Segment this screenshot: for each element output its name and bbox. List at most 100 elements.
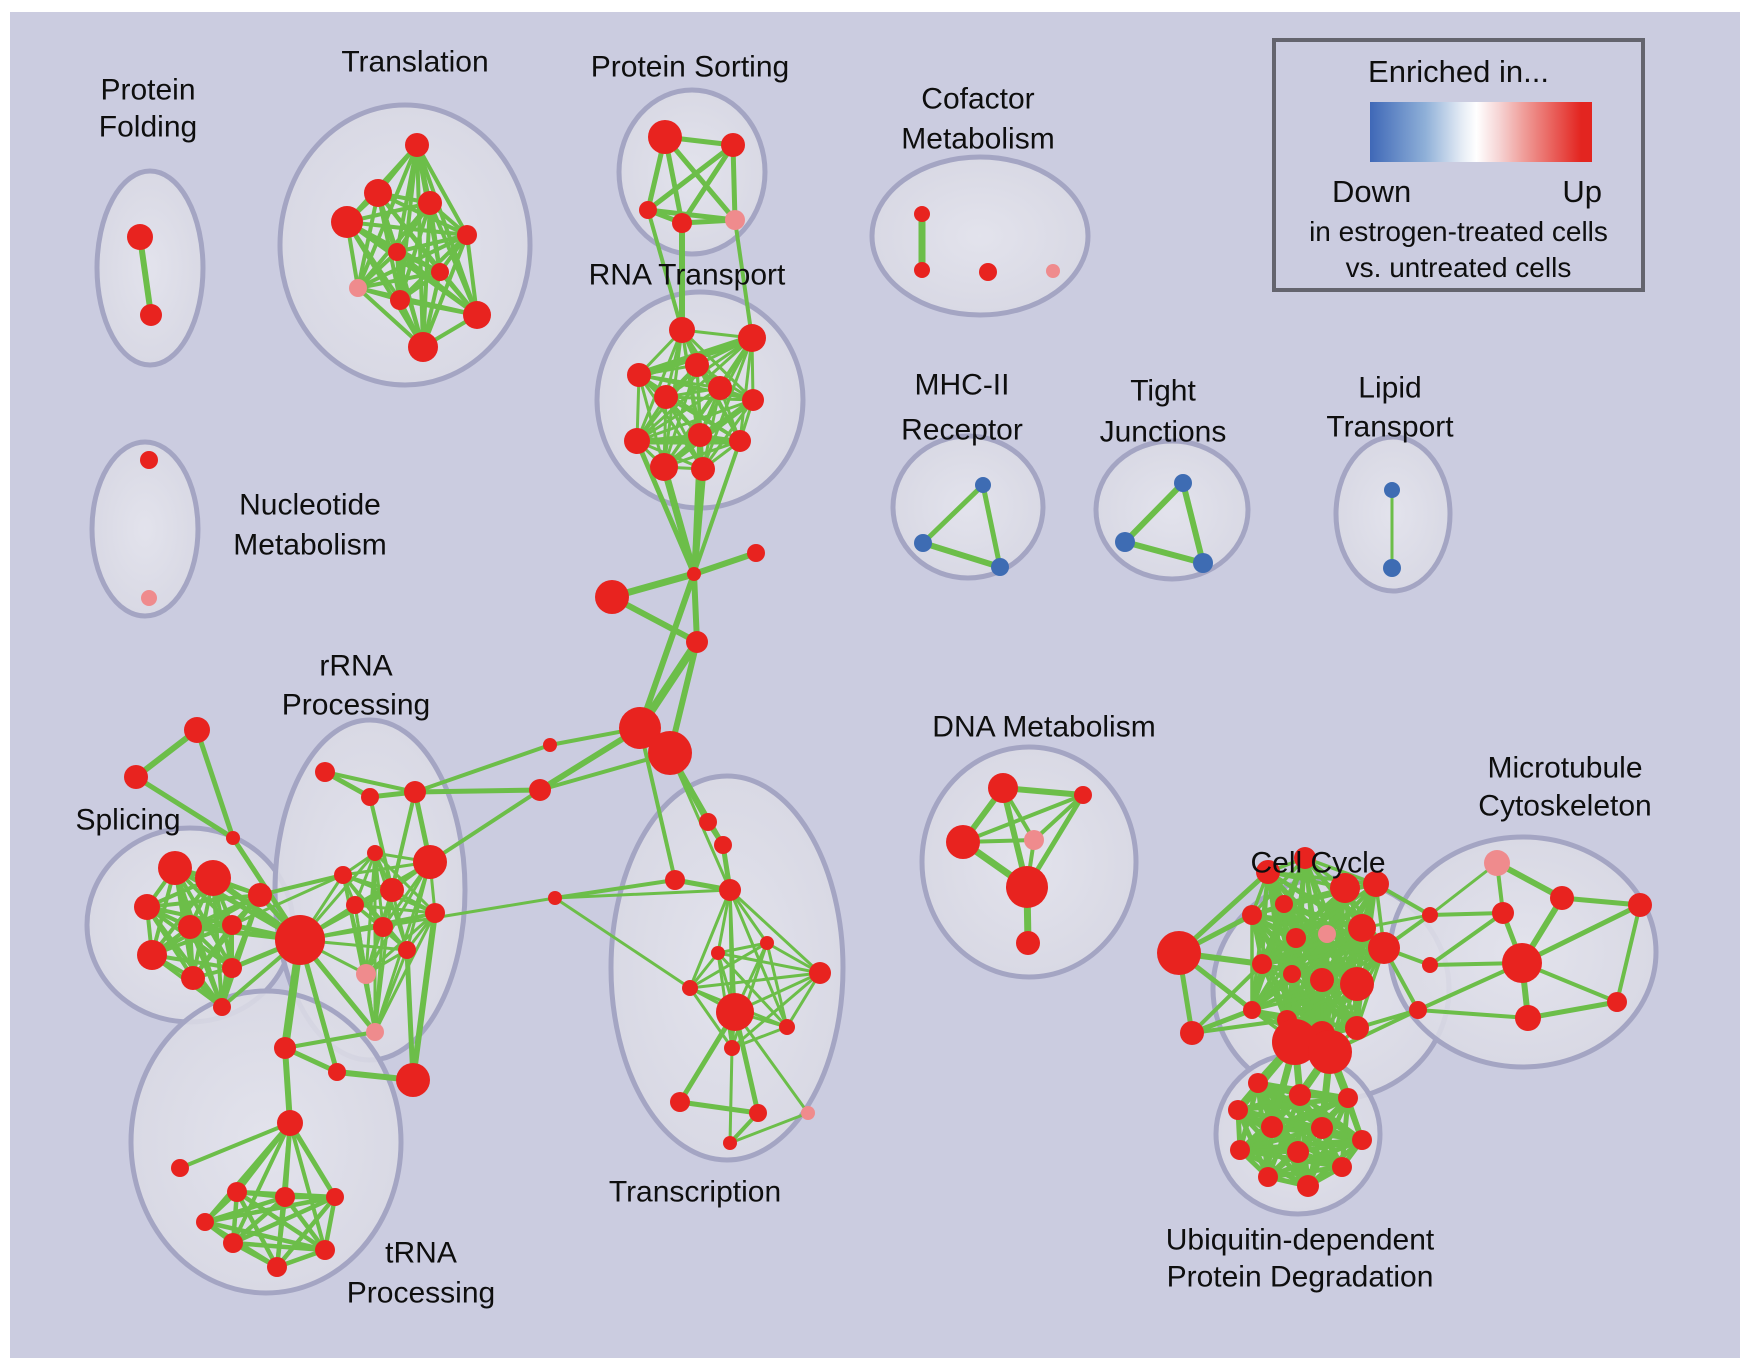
network-node-x9 bbox=[779, 1019, 795, 1035]
network-node-j1 bbox=[543, 738, 557, 752]
network-edge bbox=[145, 905, 224, 1009]
network-edge bbox=[1519, 902, 1643, 966]
network-node-sp0 bbox=[158, 851, 192, 885]
network-node-rt8 bbox=[688, 423, 712, 447]
network-node-q1 bbox=[396, 1063, 430, 1097]
network-node-dm1 bbox=[1074, 786, 1092, 804]
network-node-rr1 bbox=[361, 788, 379, 806]
network-node-rt9 bbox=[729, 430, 751, 452]
network-node-j3 bbox=[548, 891, 562, 905]
network-node-m0 bbox=[1484, 850, 1510, 876]
network-node-tj0 bbox=[1174, 474, 1192, 492]
network-node-lt0 bbox=[1384, 482, 1400, 498]
network-node-g1 bbox=[277, 1110, 303, 1136]
network-edge bbox=[1237, 1125, 1325, 1153]
network-node-x11 bbox=[670, 1092, 690, 1112]
group-ellipse-cofactor-metabolism bbox=[869, 154, 1091, 318]
network-node-x10 bbox=[724, 1040, 740, 1056]
network-node-ps3 bbox=[672, 213, 692, 233]
network-edge bbox=[635, 398, 755, 443]
network-edge bbox=[428, 201, 479, 317]
group-label-ubiquitin-degradation: Ubiquitin-dependent bbox=[1166, 1224, 1435, 1257]
network-node-nm0 bbox=[140, 451, 158, 469]
group-label-tight-junctions: Junctions bbox=[1100, 416, 1227, 449]
network-node-dm2 bbox=[946, 825, 980, 859]
network-edge bbox=[691, 571, 700, 645]
network-edge bbox=[692, 439, 742, 576]
group-ellipse-protein-folding bbox=[94, 168, 206, 368]
network-node-u6 bbox=[1352, 1130, 1372, 1150]
network-node-b2 bbox=[1409, 1001, 1427, 1019]
network-node-c21 bbox=[1308, 1030, 1352, 1074]
legend-caption-line2: vs. untreated cells bbox=[1345, 252, 1572, 283]
network-node-g6 bbox=[223, 1233, 243, 1253]
legend-up-label: Up bbox=[1562, 174, 1602, 209]
network-edge bbox=[716, 941, 769, 955]
network-edge bbox=[1122, 539, 1206, 566]
network-edge bbox=[728, 1111, 810, 1145]
group-label-translation: Translation bbox=[341, 46, 488, 79]
network-edge bbox=[980, 482, 1003, 570]
network-node-cf0 bbox=[914, 206, 930, 222]
network-edge bbox=[1122, 480, 1186, 545]
network-edge bbox=[1237, 1147, 1311, 1189]
network-node-c9 bbox=[1318, 925, 1336, 943]
network-edge bbox=[680, 328, 755, 402]
network-node-rr7 bbox=[425, 903, 445, 923]
group-label-trna-processing: Processing bbox=[347, 1277, 495, 1310]
network-node-k3 bbox=[686, 631, 708, 653]
network-edge bbox=[920, 540, 1003, 570]
network-node-g8 bbox=[267, 1257, 287, 1277]
group-label-mhc-ii-receptor: MHC-II bbox=[915, 369, 1010, 402]
network-edge bbox=[733, 1010, 810, 1115]
network-node-tr1 bbox=[364, 179, 392, 207]
network-node-u5 bbox=[1311, 1117, 1333, 1139]
network-node-cf3 bbox=[1046, 264, 1060, 278]
network-edge bbox=[373, 911, 437, 1034]
network-node-tr3 bbox=[418, 191, 442, 215]
network-edge bbox=[323, 770, 417, 794]
network-node-g0 bbox=[274, 1037, 296, 1059]
network-node-c0 bbox=[1157, 931, 1201, 975]
network-edge bbox=[287, 1120, 338, 1200]
network-edge bbox=[1260, 946, 1386, 966]
network-edge bbox=[730, 142, 738, 223]
network-edge bbox=[738, 336, 754, 443]
network-node-t2 bbox=[226, 831, 240, 845]
network-node-u7 bbox=[1230, 1140, 1250, 1160]
network-edge bbox=[701, 336, 754, 471]
network-node-sp3 bbox=[178, 915, 202, 939]
network-edge bbox=[635, 336, 754, 443]
network-node-ps1 bbox=[721, 133, 745, 157]
network-node-sp8 bbox=[248, 883, 272, 907]
network-node-g4 bbox=[275, 1187, 295, 1207]
network-edge bbox=[1416, 1008, 1530, 1020]
network-edge bbox=[701, 398, 755, 471]
network-edge bbox=[1190, 962, 1264, 1035]
network-node-rt5 bbox=[708, 376, 732, 400]
network-edge bbox=[356, 233, 469, 290]
network-node-g5 bbox=[326, 1188, 344, 1206]
network-node-rrp1 bbox=[356, 964, 376, 984]
network-edge bbox=[553, 878, 677, 900]
network-node-g2 bbox=[171, 1159, 189, 1177]
network-node-d1 bbox=[619, 707, 661, 749]
network-edge bbox=[137, 234, 154, 318]
legend-title: Enriched in... bbox=[1368, 54, 1549, 89]
network-edge bbox=[288, 1121, 327, 1252]
group-label-nucleotide-metabolism: Metabolism bbox=[233, 529, 386, 562]
network-edge bbox=[679, 142, 736, 226]
network-node-g7 bbox=[315, 1240, 335, 1260]
network-node-cf1 bbox=[914, 262, 930, 278]
network-node-tr5 bbox=[388, 243, 406, 261]
network-edge bbox=[961, 793, 1085, 844]
network-node-rt4 bbox=[654, 385, 678, 409]
group-label-microtubule-cytoskeleton: Microtubule bbox=[1487, 752, 1642, 785]
network-node-ps4 bbox=[725, 210, 745, 230]
network-edge bbox=[230, 873, 345, 927]
network-edge bbox=[234, 1189, 280, 1270]
network-node-nm1 bbox=[141, 590, 157, 606]
group-label-rrna-processing: rRNA bbox=[319, 650, 392, 683]
